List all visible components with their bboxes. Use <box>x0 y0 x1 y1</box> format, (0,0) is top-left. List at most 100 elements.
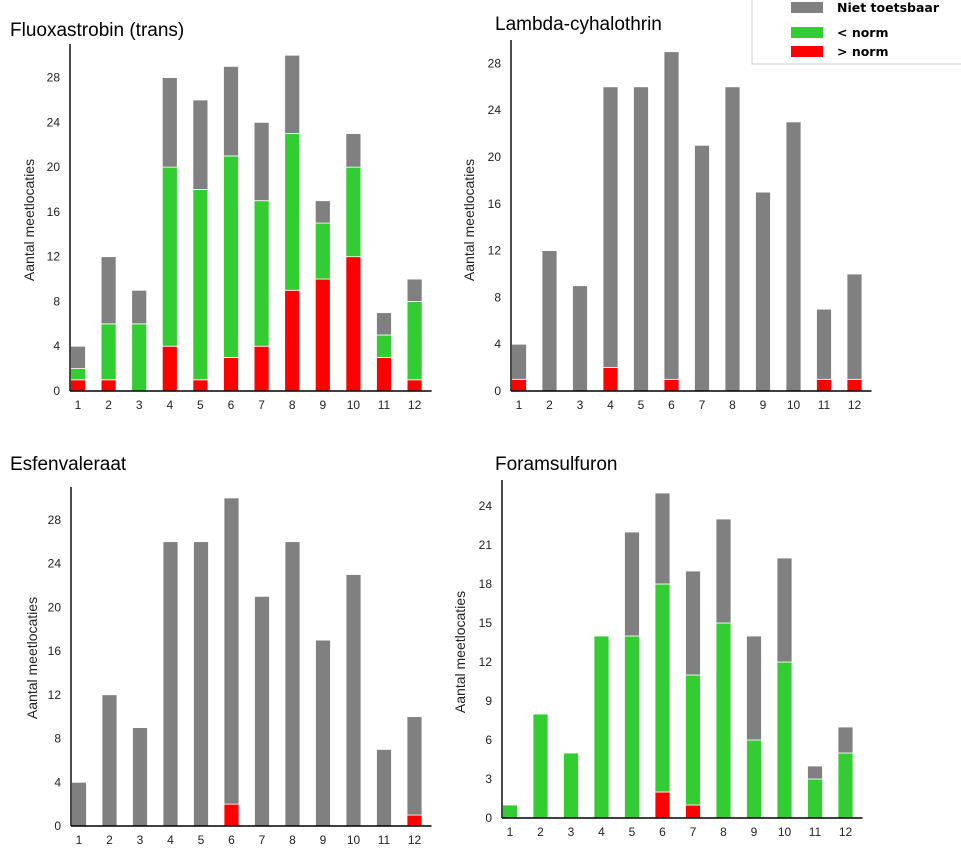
y-tick-label: 16 <box>48 644 62 658</box>
bar-segment-niet <box>406 278 423 302</box>
bar-segment-niet <box>253 121 270 202</box>
bar-segment-gt <box>70 379 86 392</box>
y-tick-label: 15 <box>479 616 493 630</box>
bar-segment-niet <box>572 285 588 392</box>
bar-segment-niet <box>511 343 527 380</box>
y-tick-label: 28 <box>48 513 62 527</box>
legend-swatch-niet <box>791 2 823 13</box>
bar-segment-niet <box>624 531 640 637</box>
x-tick-label: 7 <box>690 825 697 839</box>
x-tick-label: 1 <box>75 398 82 412</box>
bar-segment-niet <box>192 99 209 190</box>
bar-segment-gt <box>345 256 362 392</box>
bar-segment-niet <box>807 765 823 780</box>
bar-segment-niet <box>284 541 301 827</box>
legend-label-lt: < norm <box>837 25 889 40</box>
y-tick-label: 8 <box>53 294 60 308</box>
bar-segment-gt <box>100 379 117 392</box>
bar-segment-gt <box>223 803 240 827</box>
y-tick-label: 12 <box>48 688 62 702</box>
y-tick-label: 3 <box>485 772 492 786</box>
bar-segment-gt <box>314 278 331 392</box>
y-tick-label: 24 <box>479 499 493 513</box>
y-tick-label: 4 <box>54 775 61 789</box>
x-tick-label: 4 <box>607 398 614 412</box>
bar-segment-gt <box>511 378 527 392</box>
bar-segment-gt <box>284 289 301 392</box>
bar-segment-lt <box>345 166 362 258</box>
x-tick-label: 9 <box>751 825 758 839</box>
y-tick-label: 24 <box>488 103 502 117</box>
bar-segment-lt <box>532 713 549 819</box>
bar-segment-gt <box>406 814 423 827</box>
bar-segment-niet <box>314 200 331 224</box>
x-tick-label: 11 <box>818 398 831 412</box>
x-tick-label: 11 <box>378 833 391 847</box>
y-tick-label: 12 <box>47 250 61 264</box>
x-tick-label: 10 <box>787 398 801 412</box>
x-tick-label: 5 <box>197 398 204 412</box>
bar-segment-gt <box>663 378 680 392</box>
legend: Niet toetsbaar < norm > norm <box>751 0 961 65</box>
bar-segment-niet <box>746 635 762 741</box>
bar-segment-gt <box>376 357 392 392</box>
bar-segment-gt <box>192 379 209 392</box>
x-tick-label: 10 <box>778 825 792 839</box>
y-tick-label: 20 <box>48 600 62 614</box>
x-tick-label: 6 <box>228 398 235 412</box>
y-tick-label: 4 <box>53 339 60 353</box>
x-tick-label: 12 <box>839 825 853 839</box>
x-tick-label: 1 <box>507 825 514 839</box>
y-tick-label: 4 <box>494 337 501 351</box>
bar-segment-niet <box>694 144 710 392</box>
chart-title: Foramsulfuron <box>495 454 618 475</box>
bar-segment-niet <box>70 345 86 370</box>
bar-segment-niet <box>100 256 117 325</box>
y-tick-label: 16 <box>47 205 61 219</box>
legend-label-gt: > norm <box>837 44 889 59</box>
y-tick-label: 16 <box>488 197 502 211</box>
bar-segment-niet <box>724 86 741 392</box>
chart-panel: Fluoxastrobin (trans) Aantal meetlocaties… <box>10 20 432 412</box>
bar-segment-niet <box>193 541 209 827</box>
x-tick-label: 4 <box>598 825 605 839</box>
chart-title: Lambda-cyhalothrin <box>495 14 662 35</box>
bar-segment-gt <box>685 804 701 819</box>
legend-swatch-gt <box>791 46 823 57</box>
bar-segment-niet <box>837 726 854 754</box>
bar-segment-lt <box>837 752 854 819</box>
y-tick-label: 18 <box>479 577 493 591</box>
bar-segment-lt <box>715 622 732 819</box>
x-tick-label: 1 <box>516 398 523 412</box>
bar-segment-niet <box>162 541 179 827</box>
bar-segment-niet <box>315 639 331 827</box>
bar-segment-niet <box>376 749 392 827</box>
x-tick-label: 8 <box>729 398 736 412</box>
x-tick-label: 3 <box>577 398 584 412</box>
y-tick-label: 20 <box>488 150 502 164</box>
chart-panel: Lambda-cyhalothrin Aantal meetlocaties 0 4 8… <box>461 14 872 412</box>
bar-segment-lt <box>563 752 579 819</box>
x-tick-label: 12 <box>848 398 862 412</box>
legend-label-niet: Niet toetsbaar <box>837 0 940 15</box>
bar-segment-niet <box>131 289 148 325</box>
x-tick-label: 6 <box>228 833 235 847</box>
bar-segment-lt <box>685 674 701 806</box>
legend-swatch-lt <box>791 27 823 38</box>
x-tick-label: 2 <box>106 833 113 847</box>
y-tick-label: 21 <box>479 538 493 552</box>
x-tick-label: 3 <box>568 825 575 839</box>
bar-segment-niet <box>161 77 178 168</box>
y-axis-label: Aantal meetlocaties <box>21 159 37 281</box>
bar-segment-niet <box>223 497 240 805</box>
bar-segment-niet <box>654 492 671 585</box>
x-tick-label: 5 <box>198 833 205 847</box>
bar-segment-lt <box>131 323 148 392</box>
bar-segment-lt <box>746 739 762 819</box>
bar-segment-gt <box>223 357 239 392</box>
chart-title: Fluoxastrobin (trans) <box>10 20 184 41</box>
x-tick-label: 2 <box>537 825 544 839</box>
x-tick-label: 7 <box>259 833 266 847</box>
bar-segment-gt <box>253 345 270 392</box>
